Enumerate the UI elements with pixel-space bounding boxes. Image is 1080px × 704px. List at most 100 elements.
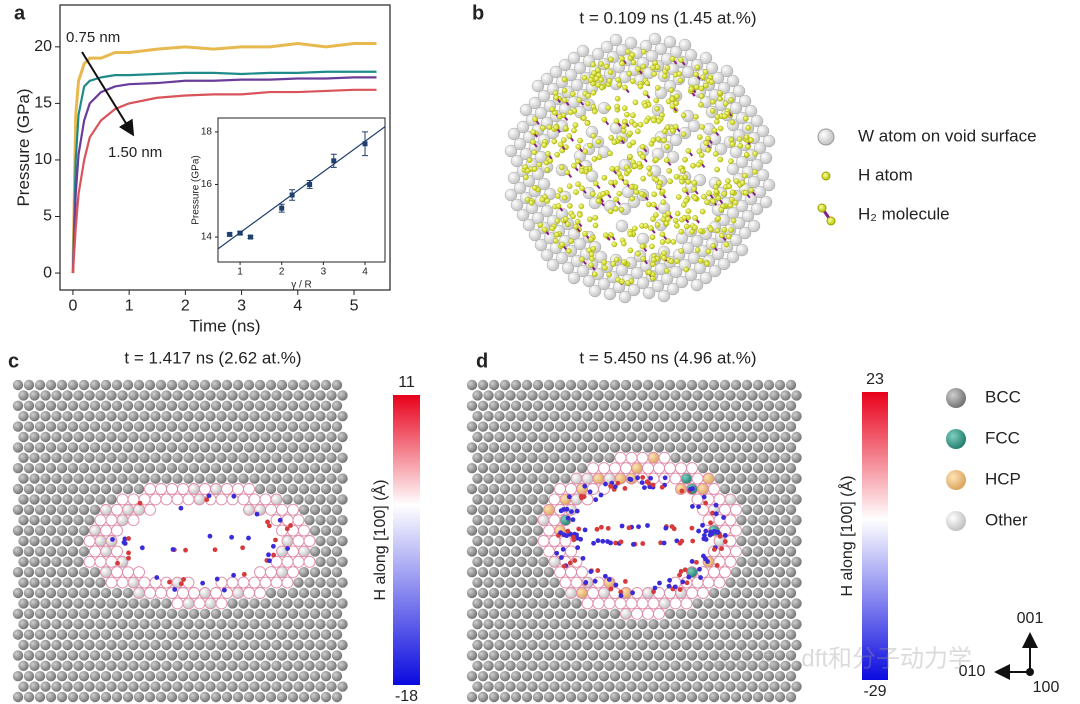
bcc-atom (315, 535, 326, 547)
bcc-atom (337, 535, 348, 547)
h-atom (639, 143, 646, 150)
bcc-atom (659, 411, 670, 422)
axis-label: 010 (959, 663, 986, 680)
h-atom (683, 223, 690, 230)
bcc-atom (298, 442, 310, 453)
bcc-atom (516, 431, 527, 443)
bcc-atom (62, 535, 73, 547)
fit-line (217, 126, 386, 250)
h-atom (284, 526, 290, 532)
bcc-atom (34, 587, 46, 599)
bcc-atom (763, 691, 775, 703)
bcc-atom (166, 650, 178, 661)
bcc-atom (510, 525, 522, 536)
w-atom (555, 251, 569, 265)
bcc-atom (194, 431, 205, 443)
bcc-atom (615, 619, 626, 630)
bcc-atom (675, 400, 687, 411)
bcc-atom (18, 681, 29, 692)
bcc-atom (106, 473, 117, 484)
bcc-atom (210, 629, 222, 640)
h-atom (666, 168, 673, 174)
w-atom (750, 114, 764, 128)
bcc-atom (254, 671, 266, 682)
bcc-atom (780, 515, 791, 526)
h-atom (590, 191, 596, 197)
bcc-atom (631, 691, 643, 703)
bcc-atom (210, 671, 222, 682)
bcc-atom (276, 442, 288, 453)
bcc-atom (128, 390, 139, 401)
bcc-atom (67, 463, 79, 474)
disordered-atom (565, 566, 577, 579)
h-atom (615, 76, 622, 83)
bcc-atom (254, 400, 266, 411)
bcc-atom (210, 463, 222, 474)
h-atom (714, 563, 720, 568)
h-atom (700, 74, 706, 81)
panel-title: t = 0.109 ns (1.45 at.%) (579, 8, 756, 27)
bcc-atom (565, 650, 577, 661)
h-atom (650, 216, 656, 222)
bcc-atom (571, 639, 582, 651)
bcc-atom (692, 411, 703, 422)
bcc-atom (543, 463, 555, 474)
w-atom (666, 150, 680, 164)
bcc-atom (56, 442, 68, 453)
bcc-atom (155, 442, 167, 453)
bcc-atom (309, 608, 321, 619)
h-atom (587, 142, 593, 149)
bcc-atom (780, 577, 791, 588)
bcc-atom (100, 442, 112, 453)
h-atom (605, 525, 611, 531)
bcc-atom (565, 421, 577, 432)
bcc-atom (320, 483, 332, 495)
bcc-atom (315, 494, 326, 505)
h-atom (613, 118, 620, 124)
bcc-atom (84, 639, 95, 651)
w-atom (513, 137, 527, 151)
bcc-atom (560, 390, 571, 401)
bcc-atom (172, 473, 183, 484)
h-atom (616, 190, 623, 197)
x-tick-label: 1 (237, 267, 243, 278)
colorbar-min: -18 (395, 688, 418, 704)
bcc-atom (527, 660, 538, 671)
h-atom (713, 188, 720, 195)
bcc-atom (499, 567, 511, 578)
bcc-atom (62, 681, 73, 692)
bcc-atom (276, 379, 288, 391)
disordered-atom (133, 566, 145, 579)
bcc-atom (697, 691, 709, 703)
h-atom (137, 500, 143, 506)
disordered-atom (653, 462, 665, 475)
bcc-atom (466, 400, 478, 411)
h-atom (613, 540, 619, 546)
bcc-atom (221, 608, 233, 619)
h-atom (621, 259, 627, 265)
bcc-atom (554, 421, 566, 432)
h-atom (616, 170, 622, 177)
h-atom (677, 587, 683, 592)
bcc-atom (221, 400, 233, 411)
disordered-atom (669, 597, 682, 610)
bcc-atom (488, 587, 500, 599)
bcc-atom (752, 671, 764, 682)
bcc-atom (703, 411, 714, 422)
bcc-atom (139, 452, 150, 463)
h-atom (522, 164, 529, 170)
bcc-atom (730, 400, 742, 411)
h-atom (651, 201, 657, 208)
w-atom (738, 94, 752, 108)
w-atom (759, 195, 773, 209)
bcc-atom (40, 619, 51, 630)
bcc-atom (725, 390, 736, 401)
bcc-atom (265, 691, 277, 703)
bcc-atom (631, 629, 643, 640)
w-atom (687, 251, 701, 265)
h-atom (639, 480, 645, 485)
bcc-atom (730, 463, 742, 474)
bcc-atom (505, 494, 516, 505)
bcc-atom (139, 411, 150, 422)
h-atom (531, 166, 538, 172)
